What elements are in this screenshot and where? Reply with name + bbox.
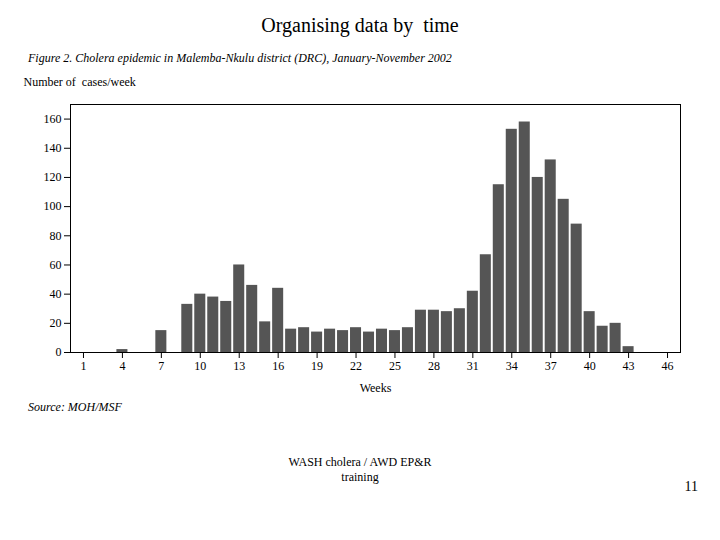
svg-text:40: 40 [584,359,596,373]
svg-text:100: 100 [44,199,62,213]
svg-text:10: 10 [194,359,206,373]
svg-text:120: 120 [44,170,62,184]
svg-text:0: 0 [56,345,62,359]
svg-text:Weeks: Weeks [360,381,392,395]
svg-text:13: 13 [233,359,245,373]
html-text:Figure 2. Cholera epidemic in: Figure 2. Cholera epidemic in Malemba-Nk… [28,51,452,65]
svg-text:31: 31 [467,359,479,373]
svg-text:34: 34 [506,359,518,373]
svg-text:80: 80 [50,229,62,243]
html-text:WASH cholera / AWD EP&R traini: WASH cholera / AWD EP&R training [288,455,432,484]
svg-text:22: 22 [350,359,362,373]
html-text:11: 11 [684,479,698,494]
svg-text:20: 20 [50,316,62,330]
svg-text:160: 160 [44,112,62,126]
svg-text:140: 140 [44,141,62,155]
svg-text:Number of cases/week: Number of cases/week [24,75,136,89]
svg-text:40: 40 [50,287,62,301]
svg-text:60: 60 [50,258,62,272]
svg-text:43: 43 [623,359,635,373]
svg-text:28: 28 [428,359,440,373]
svg-text:7: 7 [158,359,164,373]
svg-text:25: 25 [389,359,401,373]
html-text:Organising data by time: Organising data by time [261,14,459,36]
html-text:Source: MOH/MSF: Source: MOH/MSF [28,400,122,414]
svg-text:4: 4 [119,359,125,373]
svg-text:1: 1 [80,359,86,373]
svg-text:19: 19 [311,359,323,373]
svg-text:46: 46 [662,359,674,373]
svg-text:37: 37 [545,359,557,373]
svg-text:16: 16 [272,359,284,373]
